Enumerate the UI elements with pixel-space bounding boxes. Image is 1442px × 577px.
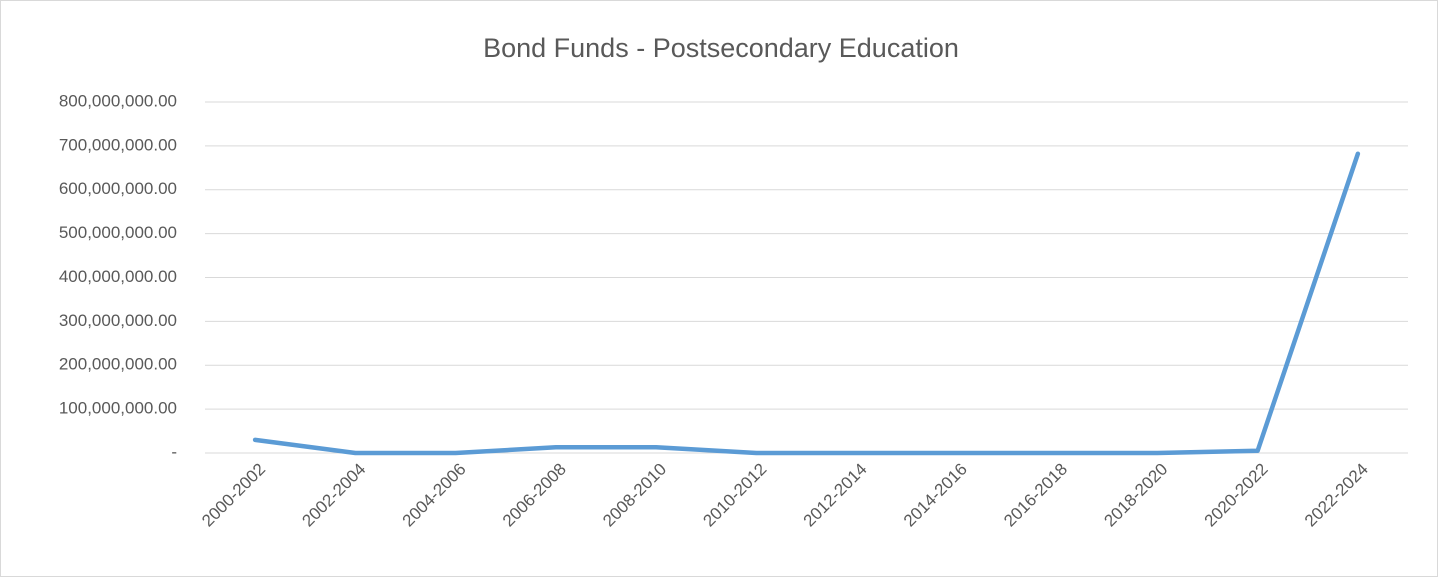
y-tick-label: - [171, 442, 177, 461]
y-tick-label: 100,000,000.00 [59, 399, 177, 418]
y-tick-label: 800,000,000.00 [59, 91, 177, 110]
y-tick-label: 700,000,000.00 [59, 135, 177, 154]
chart-title: Bond Funds - Postsecondary Education [483, 33, 959, 63]
y-tick-label: 500,000,000.00 [59, 223, 177, 242]
y-tick-label: 600,000,000.00 [59, 179, 177, 198]
series-line [252, 151, 1361, 456]
y-tick-label: 200,000,000.00 [59, 355, 177, 374]
y-tick-label: 300,000,000.00 [59, 311, 177, 330]
y-tick-label: 400,000,000.00 [59, 267, 177, 286]
